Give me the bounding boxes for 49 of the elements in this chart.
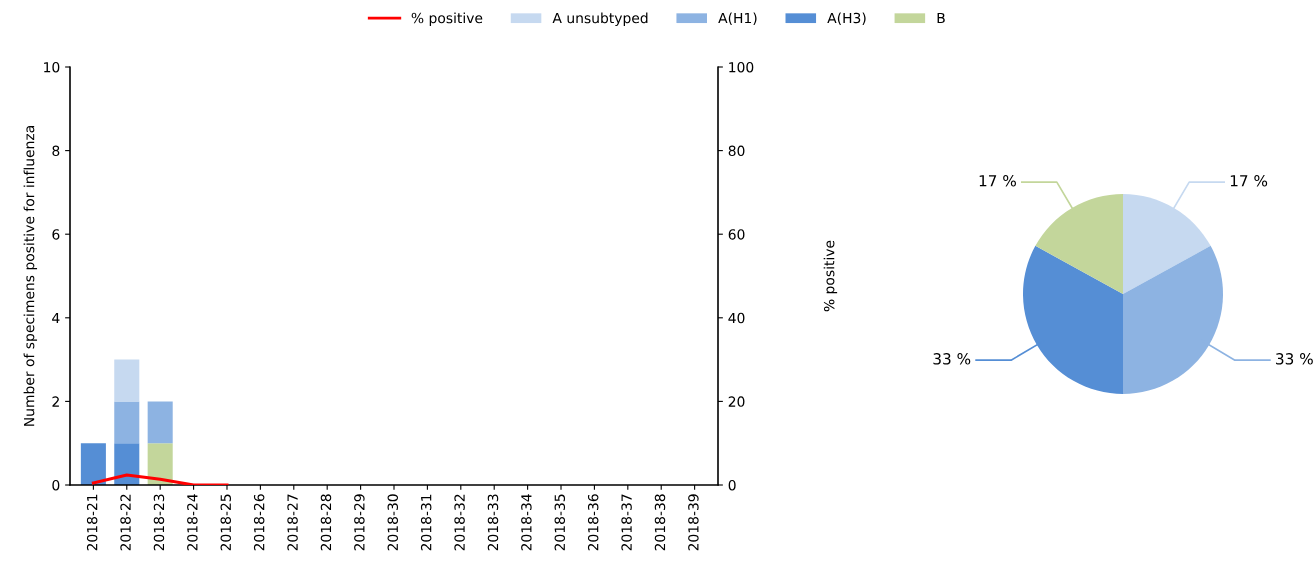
y2-tick-label: 60 [728, 229, 745, 240]
y-tick-label: 6 [52, 229, 60, 240]
y2-tick-label: 0 [728, 479, 736, 491]
y2-tick-label: 20 [728, 396, 745, 407]
x-tick-label: 2018-21 [86, 494, 98, 551]
x-tick-label: 2018-27 [287, 494, 298, 551]
x-tick-label: 2018-32 [454, 494, 465, 551]
data-label: 33 % [1276, 353, 1313, 365]
legend-label: A(H1) [718, 12, 757, 25]
x-tick-label: 2018-25 [220, 494, 232, 551]
data-label: 17 % [1230, 174, 1268, 187]
y2-tick-label: 40 [728, 312, 745, 324]
y2-axis-title: % positive [823, 240, 838, 312]
data-label: 17 % [979, 174, 1016, 187]
bar [80, 443, 106, 485]
y2-tick-label: 100 [729, 61, 754, 73]
legend-label: A(H3) [827, 12, 866, 25]
data-label: 33 % [933, 353, 971, 365]
bar [147, 401, 173, 444]
x-tick-label: 2018-24 [187, 494, 198, 551]
bar [114, 401, 140, 444]
y-tick-label: 8 [52, 145, 60, 157]
legend-label: A unsubtyped [552, 12, 648, 26]
bar [147, 443, 173, 485]
x-tick-label: 2018-29 [354, 494, 365, 551]
line-series [91, 473, 229, 485]
x-tick-label: 2018-23 [153, 494, 165, 551]
x-tick-label: 2018-39 [688, 494, 699, 551]
bar [114, 443, 140, 485]
x-tick-label: 2018-31 [420, 494, 432, 551]
x-tick-label: 2018-34 [521, 494, 532, 551]
x-tick-label: 2018-37 [621, 494, 632, 551]
y-tick-label: 2 [52, 396, 59, 407]
legend-label: % positive [411, 12, 483, 26]
y-axis-title: Number of specimens positive for influenza [23, 126, 38, 426]
y-tick-label: 10 [44, 61, 60, 73]
x-tick-label: 2018-38 [654, 494, 666, 551]
x-tick-label: 2018-28 [320, 494, 332, 551]
x-tick-label: 2018-22 [120, 494, 131, 551]
y-tick-label: 4 [52, 312, 60, 324]
y-tick-label: 0 [52, 479, 60, 491]
x-tick-label: 2018-30 [387, 494, 399, 551]
y2-tick-label: 80 [728, 145, 745, 157]
x-tick-label: 2018-36 [587, 494, 599, 551]
legend-label: B [937, 12, 945, 24]
x-tick-label: 2018-33 [487, 494, 499, 551]
bar [114, 359, 140, 402]
x-tick-label: 2018-35 [554, 494, 566, 551]
x-tick-label: 2018-26 [253, 494, 265, 551]
